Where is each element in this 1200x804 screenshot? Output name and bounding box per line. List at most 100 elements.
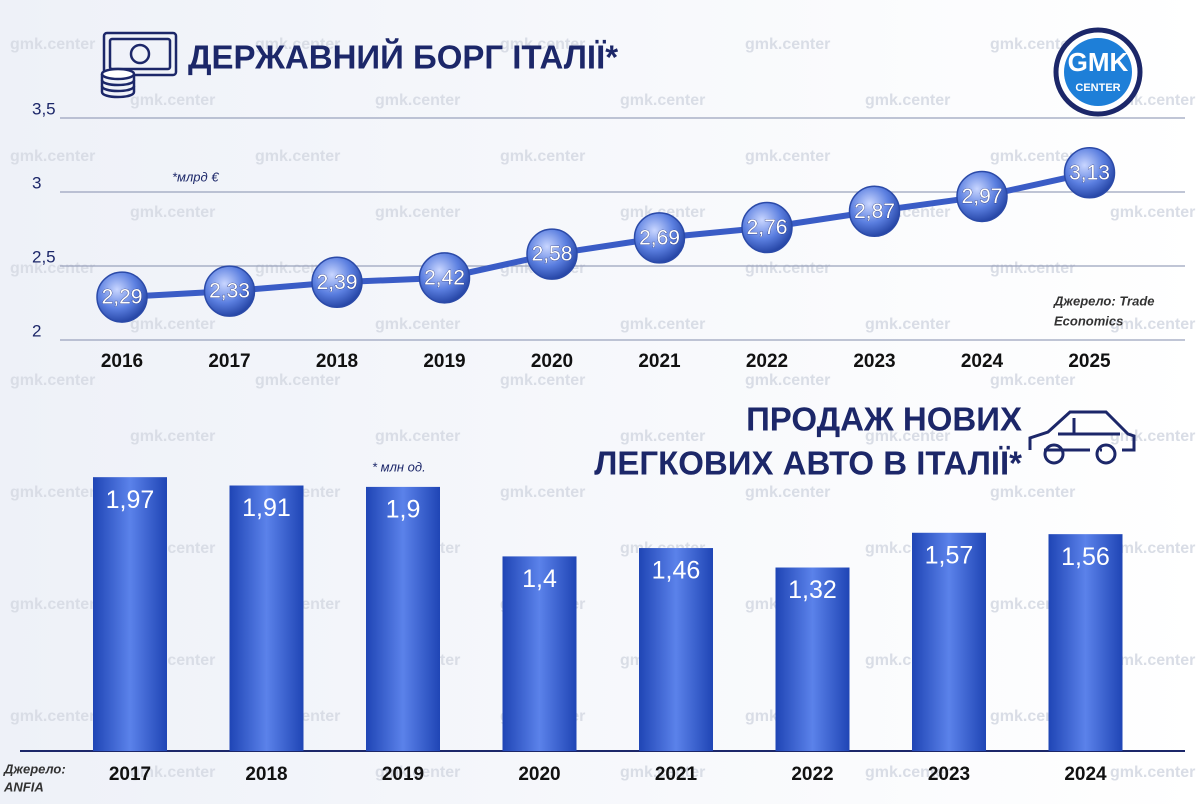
- watermark: gmk.center: [130, 764, 215, 781]
- x-tick-label: 2021: [638, 351, 681, 372]
- x-tick-label: 2023: [928, 764, 970, 785]
- watermark: gmk.center: [745, 260, 830, 277]
- value-label: 2,69: [639, 226, 680, 249]
- bar: [93, 477, 167, 751]
- watermark: gmk.center: [1110, 204, 1195, 221]
- unit-note: * млн од.: [372, 459, 426, 474]
- watermark: gmk.center: [130, 92, 215, 109]
- point: [418, 252, 471, 304]
- x-tick-label: 2025: [1068, 351, 1111, 372]
- chart-title: ЛЕГКОВИХ АВТО В ІТАЛІЇ*: [594, 445, 1022, 482]
- x-tick-label: 2018: [316, 351, 358, 372]
- watermark: gmk.center: [130, 316, 215, 333]
- watermark: gmk.center: [375, 204, 460, 221]
- x-tick-label: 2022: [791, 764, 833, 785]
- watermark: gmk.center: [10, 36, 95, 53]
- y-tick-label: 2,5: [32, 247, 56, 266]
- x-tick-label: 2021: [655, 764, 698, 785]
- x-tick-label: 2019: [423, 351, 465, 372]
- watermark: gmk.center: [865, 92, 950, 109]
- value-label: 2,42: [424, 266, 465, 289]
- watermark: gmk.center: [255, 372, 340, 389]
- value-label: 3,13: [1069, 161, 1110, 184]
- x-tick-label: 2017: [208, 351, 250, 372]
- watermark: gmk.center: [620, 764, 705, 781]
- value-label: 1,97: [106, 486, 155, 514]
- source: Economics: [1054, 313, 1123, 328]
- chart-title: ДЕРЖАВНИЙ БОРГ ІТАЛІЇ*: [188, 38, 618, 76]
- watermark: gmk.center: [865, 428, 950, 445]
- car-icon: [1028, 410, 1136, 465]
- value-label: 2,58: [532, 243, 573, 266]
- value-label: 2,39: [317, 271, 358, 294]
- point: [956, 170, 1008, 223]
- value-label: 2,76: [747, 216, 788, 239]
- source: Джерело:: [3, 761, 66, 776]
- value-label: 2,87: [854, 200, 895, 223]
- point: [526, 228, 578, 280]
- watermark: gmk.center: [10, 708, 95, 725]
- watermark: gmk.center: [990, 484, 1075, 501]
- x-tick-label: 2024: [961, 351, 1004, 372]
- watermark: gmk.center: [375, 764, 460, 781]
- watermark: gmk.center: [990, 148, 1075, 165]
- chart-title: ПРОДАЖ НОВИХ: [746, 401, 1022, 438]
- bar: [502, 556, 577, 751]
- point: [311, 256, 363, 309]
- point: [633, 212, 686, 264]
- source: Джерело: Trade: [1053, 293, 1154, 308]
- bar: [775, 567, 850, 751]
- money-icon: [100, 31, 178, 99]
- unit-note: *млрд €: [172, 169, 219, 184]
- watermark: gmk.center: [745, 484, 830, 501]
- value-label: 1,46: [652, 557, 701, 585]
- value-label: 1,32: [788, 576, 837, 604]
- point: [741, 201, 793, 254]
- value-label: 1,9: [386, 496, 421, 524]
- y-tick-label: 2: [32, 321, 41, 340]
- x-tick-label: 2024: [1064, 764, 1107, 785]
- watermark: gmk.center: [255, 36, 340, 53]
- watermark: gmk.center: [10, 148, 95, 165]
- value-label: 1,91: [242, 494, 291, 522]
- x-tick-label: 2020: [531, 351, 573, 372]
- watermark: gmk.center: [1110, 540, 1195, 557]
- watermark: gmk.center: [255, 148, 340, 165]
- watermark: gmk.center: [745, 36, 830, 53]
- watermark: gmk.center: [10, 484, 95, 501]
- watermark: gmk.center: [500, 36, 585, 53]
- value-label: 1,56: [1061, 543, 1110, 571]
- value-label: 1,4: [522, 565, 557, 593]
- x-tick-label: 2019: [382, 764, 424, 785]
- watermark: gmk.center: [990, 372, 1075, 389]
- point: [1063, 147, 1116, 199]
- bar: [912, 532, 986, 751]
- value-label: 2,33: [209, 280, 250, 303]
- x-tick-label: 2017: [109, 764, 151, 785]
- value-label: 2,97: [962, 185, 1003, 208]
- watermark: gmk.center: [745, 148, 830, 165]
- watermark: gmk.center: [990, 260, 1075, 277]
- logo: GMK CENTER: [1053, 27, 1143, 117]
- point: [203, 265, 256, 317]
- watermark: gmk.center: [10, 596, 95, 613]
- watermark: gmk.center: [1110, 428, 1195, 445]
- watermark: gmk.center: [620, 92, 705, 109]
- watermark: gmk.center: [1110, 652, 1195, 669]
- watermark: gmk.center: [130, 204, 215, 221]
- watermark: gmk.center: [10, 372, 95, 389]
- source: ANFIA: [3, 779, 44, 794]
- watermark: gmk.center: [130, 428, 215, 445]
- watermark: gmk.center: [500, 372, 585, 389]
- watermark: gmk.center: [375, 92, 460, 109]
- y-tick-label: 3,5: [32, 99, 56, 118]
- watermark: gmk.center: [620, 428, 705, 445]
- logo-text: CENTER: [1075, 82, 1120, 94]
- watermark: gmk.center: [865, 764, 950, 781]
- watermark: gmk.center: [1110, 764, 1195, 781]
- y-tick-label: 3: [32, 173, 41, 192]
- x-tick-label: 2018: [245, 764, 287, 785]
- watermark: gmk.center: [10, 260, 95, 277]
